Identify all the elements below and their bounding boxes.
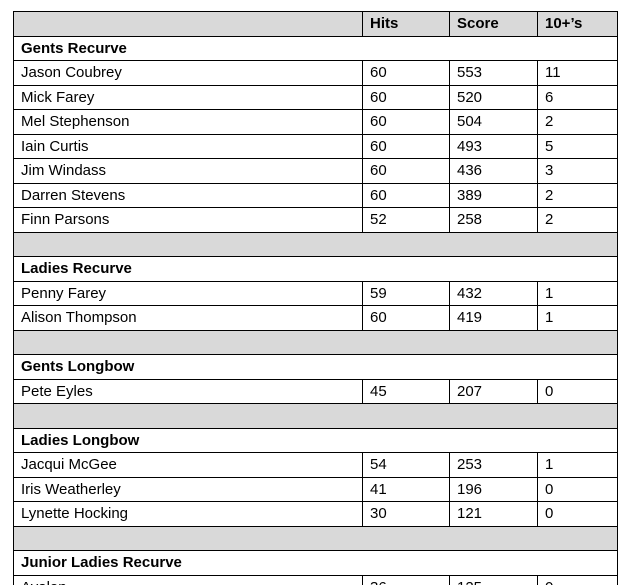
section-title: Ladies Longbow	[13, 427, 618, 453]
tens-cell: 2	[537, 182, 618, 208]
score-cell: 432	[449, 280, 538, 306]
hits-cell: 52	[362, 207, 450, 233]
score-cell: 253	[449, 452, 538, 478]
section-row-gents-recurve: Gents Recurve	[13, 35, 618, 61]
column-header-hits: Hits	[362, 11, 450, 37]
player-name-cell: Darren Stevens	[13, 182, 363, 208]
table-row: Mel Stephenson 60 504 2	[13, 109, 618, 135]
table-row: Finn Parsons 52 258 2	[13, 207, 618, 233]
hits-cell: 60	[362, 182, 450, 208]
hits-cell: 45	[362, 378, 450, 404]
tens-cell: 6	[537, 84, 618, 110]
hits-cell: 60	[362, 158, 450, 184]
hits-cell: 60	[362, 305, 450, 331]
tens-cell: 11	[537, 60, 618, 86]
spacer-cell	[13, 403, 618, 429]
results-table: Hits Score 10+’s Gents Recurve Jason Cou…	[13, 11, 618, 585]
table-row: Mick Farey 60 520 6	[13, 84, 618, 110]
score-cell: 436	[449, 158, 538, 184]
table-header-row: Hits Score 10+’s	[13, 11, 618, 37]
hits-cell: 54	[362, 452, 450, 478]
player-name-cell: Jason Coubrey	[13, 60, 363, 86]
hits-cell: 60	[362, 109, 450, 135]
player-name-cell: Pete Eyles	[13, 378, 363, 404]
spacer-cell	[13, 231, 618, 257]
table-row: Jacqui McGee 54 253 1	[13, 452, 618, 478]
hits-cell: 59	[362, 280, 450, 306]
score-cell: 258	[449, 207, 538, 233]
section-title: Gents Longbow	[13, 354, 618, 380]
player-name-cell: Iris Weatherley	[13, 476, 363, 502]
column-header-tens: 10+’s	[537, 11, 618, 37]
tens-cell: 0	[537, 476, 618, 502]
table-row: Penny Farey 59 432 1	[13, 280, 618, 306]
section-title: Junior Ladies Recurve	[13, 550, 618, 576]
table-row: Iris Weatherley 41 196 0	[13, 476, 618, 502]
player-name-cell: Avalon	[13, 574, 363, 585]
spacer-cell	[13, 329, 618, 355]
section-row-junior-ladies-recurve: Junior Ladies Recurve	[13, 550, 618, 576]
hits-cell: 36	[362, 574, 450, 585]
table-row: Avalon 36 125 0	[13, 574, 618, 585]
tens-cell: 1	[537, 280, 618, 306]
hits-cell: 30	[362, 501, 450, 527]
section-title: Ladies Recurve	[13, 256, 618, 282]
tens-cell: 3	[537, 158, 618, 184]
spacer-row	[13, 403, 618, 429]
score-cell: 504	[449, 109, 538, 135]
player-name-cell: Lynette Hocking	[13, 501, 363, 527]
table-row: Pete Eyles 45 207 0	[13, 378, 618, 404]
section-row-ladies-longbow: Ladies Longbow	[13, 427, 618, 453]
player-name-cell: Mel Stephenson	[13, 109, 363, 135]
table-row: Darren Stevens 60 389 2	[13, 182, 618, 208]
player-name-cell: Alison Thompson	[13, 305, 363, 331]
score-cell: 196	[449, 476, 538, 502]
score-cell: 207	[449, 378, 538, 404]
table-row: Alison Thompson 60 419 1	[13, 305, 618, 331]
score-cell: 419	[449, 305, 538, 331]
player-name-cell: Jim Windass	[13, 158, 363, 184]
tens-cell: 0	[537, 574, 618, 585]
hits-cell: 60	[362, 60, 450, 86]
score-cell: 121	[449, 501, 538, 527]
column-header-name	[13, 11, 363, 37]
section-title: Gents Recurve	[13, 35, 618, 61]
tens-cell: 0	[537, 378, 618, 404]
spacer-row	[13, 231, 618, 257]
score-cell: 493	[449, 133, 538, 159]
tens-cell: 1	[537, 452, 618, 478]
score-cell: 125	[449, 574, 538, 585]
tens-cell: 5	[537, 133, 618, 159]
tens-cell: 1	[537, 305, 618, 331]
table-row: Iain Curtis 60 493 5	[13, 133, 618, 159]
table-row: Jason Coubrey 60 553 11	[13, 60, 618, 86]
spacer-row	[13, 329, 618, 355]
player-name-cell: Mick Farey	[13, 84, 363, 110]
hits-cell: 60	[362, 133, 450, 159]
column-header-score: Score	[449, 11, 538, 37]
spacer-cell	[13, 525, 618, 551]
score-cell: 389	[449, 182, 538, 208]
table-row: Lynette Hocking 30 121 0	[13, 501, 618, 527]
tens-cell: 2	[537, 109, 618, 135]
hits-cell: 60	[362, 84, 450, 110]
tens-cell: 2	[537, 207, 618, 233]
section-row-ladies-recurve: Ladies Recurve	[13, 256, 618, 282]
spacer-row	[13, 525, 618, 551]
table-row: Jim Windass 60 436 3	[13, 158, 618, 184]
player-name-cell: Iain Curtis	[13, 133, 363, 159]
hits-cell: 41	[362, 476, 450, 502]
player-name-cell: Finn Parsons	[13, 207, 363, 233]
section-row-gents-longbow: Gents Longbow	[13, 354, 618, 380]
player-name-cell: Penny Farey	[13, 280, 363, 306]
score-cell: 553	[449, 60, 538, 86]
player-name-cell: Jacqui McGee	[13, 452, 363, 478]
score-cell: 520	[449, 84, 538, 110]
tens-cell: 0	[537, 501, 618, 527]
